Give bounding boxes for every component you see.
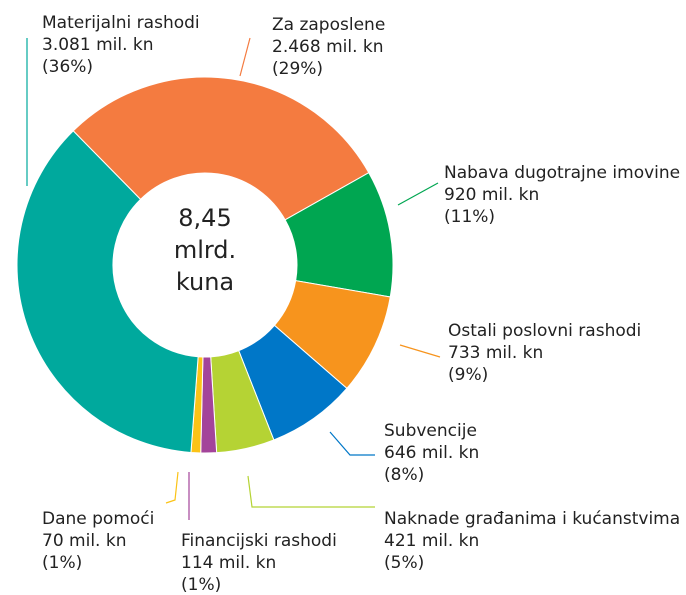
slice-label: Materijalni rashodi: [42, 13, 200, 33]
slice-label: Naknade građanima i kućanstvima: [384, 509, 680, 529]
leader-line: [399, 344, 441, 358]
slice-value: 920 mil. kn: [444, 185, 539, 205]
donut-slice: [72, 76, 370, 221]
slice-label: Subvencije: [384, 421, 477, 441]
slice-value: 114 mil. kn: [181, 553, 276, 573]
slice-percent: (9%): [448, 365, 488, 385]
slice-percent: (1%): [42, 553, 82, 573]
slice-percent: (5%): [384, 553, 424, 573]
donut-slice: [16, 130, 199, 454]
slice-value: 70 mil. kn: [42, 531, 126, 551]
slice-percent: (36%): [42, 57, 93, 77]
slice-percent: (1%): [181, 575, 221, 595]
leader-line: [247, 475, 375, 508]
leader-line: [165, 471, 179, 504]
slice-value: 3.081 mil. kn: [42, 35, 154, 55]
center-label: kuna: [176, 268, 234, 296]
leader-line: [397, 182, 439, 206]
slice-percent: (11%): [444, 207, 495, 227]
slice-label: Nabava dugotrajne imovine: [444, 163, 680, 183]
slice-label: Ostali poslovni rashodi: [448, 321, 641, 341]
leader-line: [329, 431, 375, 456]
leader-line: [239, 37, 251, 77]
slice-value: 646 mil. kn: [384, 443, 479, 463]
slice-label: Za zaposlene: [272, 15, 385, 35]
slice-label: Financijski rashodi: [181, 531, 337, 551]
slice-value: 2.468 mil. kn: [272, 37, 384, 57]
center-label: mlrd.: [174, 236, 236, 264]
center-label: 8,45: [178, 204, 231, 232]
slice-label: Dane pomoći: [42, 509, 154, 529]
slice-percent: (29%): [272, 59, 323, 79]
slice-value: 421 mil. kn: [384, 531, 479, 551]
slice-percent: (8%): [384, 465, 424, 485]
slice-value: 733 mil. kn: [448, 343, 543, 363]
